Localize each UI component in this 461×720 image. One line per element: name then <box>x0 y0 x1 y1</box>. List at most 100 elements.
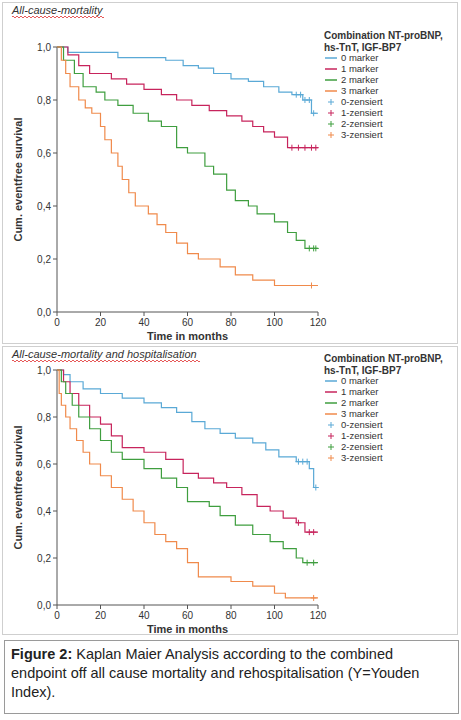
legend-entry: 3-zensiert <box>341 452 383 463</box>
legend-title: Combination NT-proBNP,hs-TnT, IGF-BP7 <box>324 353 443 376</box>
caption-label: Figure 2: <box>11 646 72 662</box>
y-tick-label: 0,8 <box>37 412 51 423</box>
x-tick-label: 0 <box>54 317 60 328</box>
y-tick <box>53 464 57 465</box>
spellcheck-underline <box>12 360 200 362</box>
survival-line <box>57 47 318 286</box>
x-tick <box>231 312 232 316</box>
legend-entry: 2 marker <box>341 397 378 408</box>
x-tick <box>100 312 101 316</box>
y-tick-label: 0,4 <box>37 201 51 212</box>
legend-title-line: Combination NT-proBNP, <box>324 30 443 41</box>
legend-entry: 0-zensiert <box>341 96 383 107</box>
legend-entry: 0-zensiert <box>341 419 383 430</box>
y-axis <box>57 370 58 605</box>
y-tick-label: 1,0 <box>37 42 51 53</box>
x-tick <box>318 312 319 316</box>
censor-mark <box>311 110 317 116</box>
figure: All-cause-mortality 0,0 0,2 0,4 0,6 0,8 1,0 0 20… <box>0 0 461 720</box>
y-tick-label: 0,6 <box>37 459 51 470</box>
x-tick-label: 120 <box>310 610 327 621</box>
x-tick-label: 40 <box>138 317 150 328</box>
y-tick <box>53 153 57 154</box>
x-tick-label: 80 <box>225 317 237 328</box>
survival-line <box>57 47 318 148</box>
y-tick <box>53 417 57 418</box>
survival-line <box>57 47 318 248</box>
x-tick <box>231 605 232 609</box>
y-tick-label: 1,0 <box>37 365 51 376</box>
plot-area <box>57 370 319 601</box>
y-tick-label: 0,6 <box>37 148 51 159</box>
y-tick <box>53 605 57 606</box>
y-tick <box>53 558 57 559</box>
legend-swatch <box>328 110 334 116</box>
x-tick <box>57 312 58 316</box>
y-tick <box>53 511 57 512</box>
censor-mark <box>289 145 295 151</box>
legend-swatch <box>325 68 337 70</box>
x-tick <box>100 605 101 609</box>
censor-mark <box>295 145 301 151</box>
legend-entry: 2-zensiert <box>341 441 383 452</box>
censor-mark <box>295 520 301 526</box>
legend-entry: 3 marker <box>341 85 378 96</box>
x-tick-label: 40 <box>138 610 150 621</box>
legend-entry: 0 marker <box>341 375 378 386</box>
y-tick-label: 0,8 <box>37 95 51 106</box>
legend-swatch <box>325 380 337 382</box>
legend-entry: 1-zensiert <box>341 430 383 441</box>
chart-canvas: All-cause-mortality 0,0 0,2 0,4 0,6 0,8 1,0 0 20… <box>0 0 461 720</box>
censor-mark <box>306 97 312 103</box>
x-tick <box>187 312 188 316</box>
legend-entry: 0 marker <box>341 52 378 63</box>
censor-mark <box>304 459 310 465</box>
survival-line <box>57 370 318 532</box>
legend-swatch <box>325 90 337 92</box>
chart-title: All-cause-mortality <box>11 4 104 16</box>
legend-swatch <box>325 402 337 404</box>
y-axis <box>57 47 58 312</box>
chart-title: All-cause-mortality and hospitalisation <box>11 348 197 360</box>
x-tick <box>274 605 275 609</box>
survival-line <box>57 370 318 598</box>
legend-swatch <box>328 422 334 428</box>
y-tick <box>53 259 57 260</box>
y-axis-label: Cum. eventfree survival <box>12 117 24 241</box>
x-tick-label: 20 <box>95 610 107 621</box>
censor-mark <box>311 529 317 535</box>
y-axis-label: Cum. eventfree survival <box>12 425 24 549</box>
y-tick <box>53 312 57 313</box>
survival-line <box>57 370 318 563</box>
legend-swatch <box>325 79 337 81</box>
caption: Figure 2: Kaplan Maier Analysis accordin… <box>4 640 459 714</box>
legend-swatch <box>328 444 334 450</box>
legend-entry: 2 marker <box>341 74 378 85</box>
legend-swatch <box>328 121 334 127</box>
spellcheck-underline <box>12 16 104 18</box>
legend-swatch <box>328 99 334 105</box>
legend-swatch <box>325 57 337 59</box>
x-tick-label: 0 <box>54 610 60 621</box>
x-tick-label: 100 <box>266 610 283 621</box>
censor-mark <box>298 92 304 98</box>
x-tick <box>144 605 145 609</box>
x-tick <box>144 312 145 316</box>
survival-line <box>57 47 318 113</box>
legend-title-line: Combination NT-proBNP, <box>324 353 443 364</box>
y-tick-label: 0,0 <box>37 307 51 318</box>
y-tick-label: 0,2 <box>37 254 51 265</box>
legend-entry: 1 marker <box>341 63 378 74</box>
y-tick-label: 0,0 <box>37 600 51 611</box>
legend-entry: 1-zensiert <box>341 107 383 118</box>
caption-text: Kaplan Maier Analysis according to the c… <box>11 646 419 700</box>
legend-swatch <box>328 132 334 138</box>
y-tick-label: 0,2 <box>37 553 51 564</box>
y-tick <box>53 100 57 101</box>
x-tick <box>187 605 188 609</box>
censor-mark <box>304 560 310 566</box>
censor-mark <box>313 245 319 251</box>
legend-swatch <box>325 413 337 415</box>
x-tick <box>274 312 275 316</box>
censor-mark <box>311 560 317 566</box>
